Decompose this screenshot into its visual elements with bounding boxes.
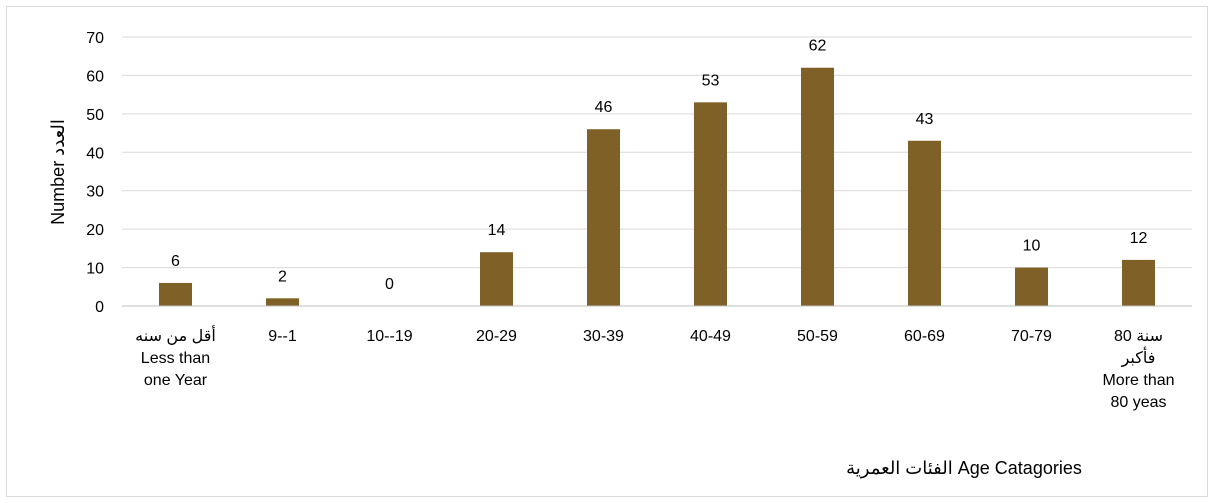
category-label: 30-39 [583, 328, 624, 345]
y-tick-label: 60 [86, 68, 104, 85]
category-label: فأكبر [1121, 346, 1156, 368]
y-tick-label: 0 [95, 299, 104, 316]
category-label: 50-59 [797, 328, 838, 345]
data-label: 0 [385, 276, 394, 293]
bar [266, 298, 299, 306]
data-label: 2 [278, 268, 287, 285]
data-label: 62 [809, 38, 827, 55]
y-tick-label: 10 [86, 261, 104, 278]
y-tick-label: 20 [86, 222, 104, 239]
category-label: 40-49 [690, 328, 731, 345]
bar [908, 140, 941, 306]
y-axis-title: Number العدد [48, 119, 68, 225]
y-tick-labels: 0 10 20 30 40 50 60 70 [86, 30, 104, 316]
bar [694, 102, 727, 306]
y-tick-label: 50 [86, 107, 104, 124]
data-label: 53 [702, 72, 720, 89]
category-label: More than [1102, 372, 1174, 389]
bar [587, 129, 620, 306]
data-label: 46 [595, 99, 613, 116]
y-tick-label: 40 [86, 145, 104, 162]
bar [1015, 267, 1048, 306]
bar [801, 67, 834, 306]
y-tick-label: 30 [86, 184, 104, 201]
bar [1122, 259, 1155, 306]
category-label: 70-79 [1011, 328, 1052, 345]
category-label: 10--19 [366, 328, 412, 345]
category-label: one Year [144, 372, 208, 389]
bars [159, 67, 1155, 306]
category-label: 20-29 [476, 328, 517, 345]
data-label: 10 [1023, 238, 1041, 255]
data-label: 14 [488, 222, 506, 239]
category-label: 80 yeas [1110, 394, 1166, 411]
category-label: Less than [141, 350, 210, 367]
x-axis-title: الفئات العمرية Age Catagories [846, 458, 1082, 479]
category-label: أقل من سنه [135, 325, 216, 346]
y-tick-label: 70 [86, 30, 104, 47]
category-label: 80 سنة [1114, 328, 1163, 345]
category-label: 60-69 [904, 328, 945, 345]
category-label: 9--1 [268, 328, 297, 345]
data-label: 6 [171, 253, 180, 270]
gridlines [122, 36, 1192, 269]
data-label: 12 [1130, 230, 1148, 247]
category-labels: أقل من سنه Less than one Year 9--1 10--19 20-… [135, 325, 1174, 411]
data-label: 43 [916, 111, 934, 128]
bar [480, 252, 513, 306]
bar [159, 282, 192, 306]
